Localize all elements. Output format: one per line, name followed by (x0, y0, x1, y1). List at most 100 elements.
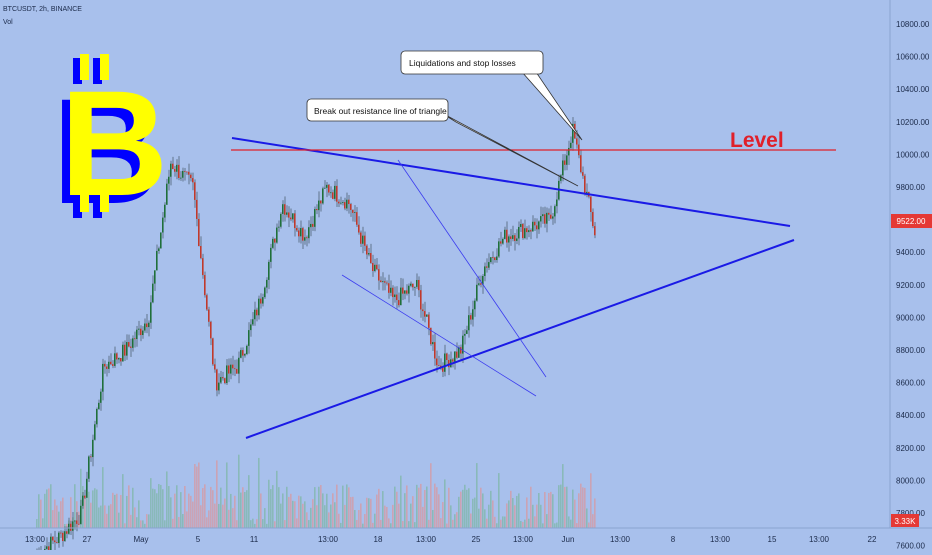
candle-body[interactable] (264, 287, 266, 298)
candle-body[interactable] (178, 164, 180, 179)
candle-body[interactable] (506, 229, 508, 243)
candle-body[interactable] (478, 283, 480, 285)
candle-body[interactable] (226, 365, 228, 384)
candle-body[interactable] (68, 523, 70, 534)
candle-body[interactable] (102, 363, 104, 392)
candle-body[interactable] (492, 257, 494, 259)
candle-body[interactable] (576, 138, 578, 145)
candle-body[interactable] (420, 290, 422, 310)
candle-body[interactable] (400, 287, 402, 306)
candle-body[interactable] (532, 221, 534, 232)
candle-body[interactable] (378, 269, 380, 281)
candle-body[interactable] (452, 359, 454, 362)
candle-body[interactable] (76, 520, 78, 524)
candle-body[interactable] (312, 223, 314, 227)
candle-body[interactable] (552, 216, 554, 219)
candle-body[interactable] (428, 314, 430, 328)
candle-body[interactable] (324, 187, 326, 189)
candle-body[interactable] (496, 256, 498, 261)
candle-body[interactable] (424, 311, 426, 317)
channel-line-lower[interactable] (341, 274, 537, 397)
candle-body[interactable] (246, 345, 248, 355)
candle-body[interactable] (392, 287, 394, 298)
candle-body[interactable] (456, 351, 458, 358)
callout-liquidations[interactable]: Liquidations and stop losses (400, 50, 583, 141)
candle-body[interactable] (366, 245, 368, 255)
candle-body[interactable] (176, 164, 178, 172)
candle-body[interactable] (242, 350, 244, 356)
candle-body[interactable] (272, 238, 274, 248)
candle-body[interactable] (238, 357, 240, 374)
candle-body[interactable] (498, 241, 500, 257)
candle-body[interactable] (334, 185, 336, 199)
candle-body[interactable] (556, 199, 558, 207)
candle-body[interactable] (362, 235, 364, 244)
candle-body[interactable] (328, 184, 330, 193)
candle-body[interactable] (426, 314, 428, 317)
candle-body[interactable] (516, 238, 518, 241)
candle-body[interactable] (142, 330, 144, 336)
candle-body[interactable] (82, 495, 84, 506)
candle-body[interactable] (214, 364, 216, 370)
candle-body[interactable] (582, 172, 584, 176)
candle-body[interactable] (466, 330, 468, 334)
candle-body[interactable] (124, 344, 126, 356)
candle-body[interactable] (346, 199, 348, 209)
candle-body[interactable] (144, 323, 146, 331)
candle-body[interactable] (566, 155, 568, 165)
candle-body[interactable] (284, 204, 286, 215)
channel-line-upper[interactable] (397, 159, 547, 378)
candle-body[interactable] (152, 283, 154, 303)
candle-body[interactable] (92, 439, 94, 458)
candle-body[interactable] (244, 354, 246, 356)
candle-body[interactable] (210, 321, 212, 339)
candle-body[interactable] (158, 248, 160, 251)
candle-body[interactable] (292, 213, 294, 220)
candle-body[interactable] (330, 192, 332, 194)
candle-body[interactable] (388, 283, 390, 293)
candle-body[interactable] (118, 358, 120, 360)
candle-body[interactable] (248, 330, 250, 346)
candle-body[interactable] (258, 298, 260, 316)
candle-body[interactable] (534, 221, 536, 226)
candle-body[interactable] (58, 532, 60, 544)
candle-body[interactable] (112, 364, 114, 366)
callout-breakout[interactable]: Break out resistance line of triangle (306, 98, 579, 187)
candle-body[interactable] (234, 368, 236, 370)
candle-body[interactable] (460, 347, 462, 354)
candle-body[interactable] (390, 287, 392, 293)
candle-body[interactable] (592, 212, 594, 227)
candle-body[interactable] (512, 235, 514, 239)
candle-body[interactable] (202, 258, 204, 276)
candle-body[interactable] (332, 192, 334, 199)
candle-body[interactable] (542, 214, 544, 217)
candle-body[interactable] (304, 237, 306, 241)
candle-body[interactable] (482, 276, 484, 285)
candle-body[interactable] (278, 226, 280, 228)
candle-body[interactable] (204, 275, 206, 296)
candle-body[interactable] (126, 342, 128, 356)
candle-body[interactable] (524, 228, 526, 239)
candle-body[interactable] (340, 202, 342, 204)
candle-body[interactable] (360, 232, 362, 244)
candle-body[interactable] (336, 185, 338, 202)
candle-body[interactable] (150, 302, 152, 323)
candle-body[interactable] (298, 230, 300, 237)
candle-body[interactable] (236, 368, 238, 374)
candle-body[interactable] (544, 214, 546, 224)
candle-body[interactable] (508, 236, 510, 243)
candle-body[interactable] (418, 279, 420, 291)
candle-body[interactable] (382, 281, 384, 283)
candle-body[interactable] (580, 155, 582, 173)
candle-body[interactable] (540, 216, 542, 222)
candle-body[interactable] (188, 171, 190, 175)
candle-body[interactable] (162, 217, 164, 233)
candle-body[interactable] (300, 228, 302, 237)
candle-body[interactable] (282, 204, 284, 214)
candle-body[interactable] (480, 283, 482, 285)
candle-body[interactable] (462, 335, 464, 354)
candle-body[interactable] (522, 224, 524, 239)
candle-body[interactable] (454, 351, 456, 362)
candle-body[interactable] (56, 542, 58, 544)
candle-body[interactable] (186, 171, 188, 173)
